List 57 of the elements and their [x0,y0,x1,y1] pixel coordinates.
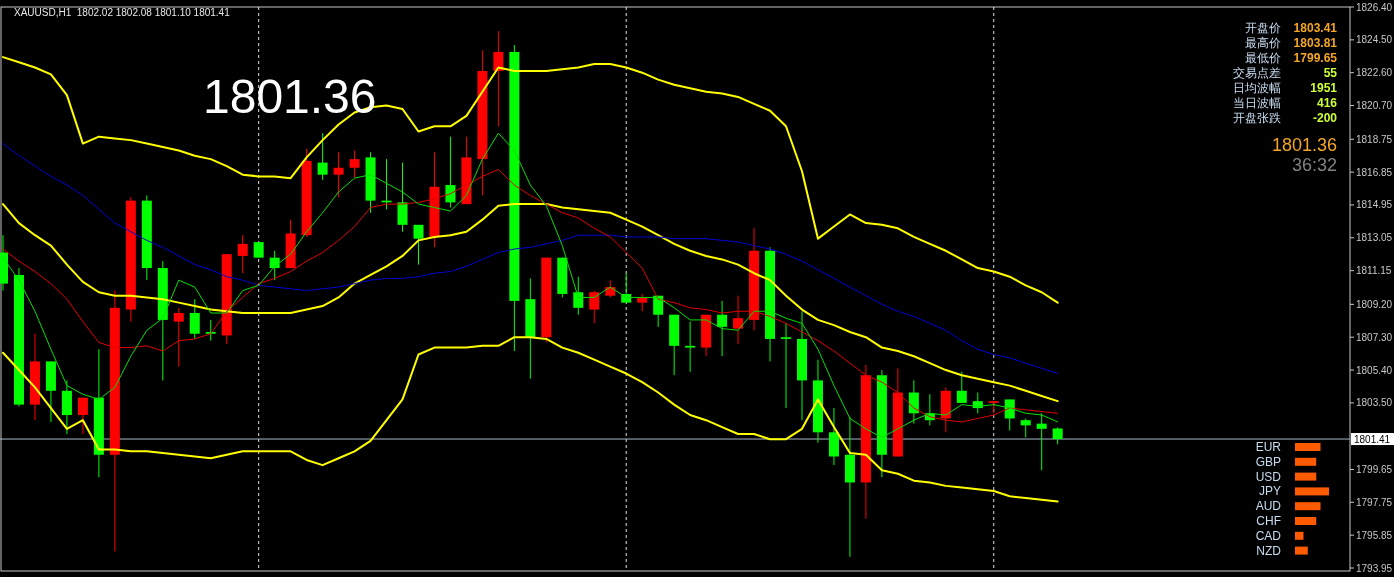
text: 55 [1323,66,1338,80]
bar [1295,531,1304,540]
text: 最高价 [1245,36,1281,50]
y-tick-label: 1820.70 [1356,100,1393,112]
y-tick-label: CAD [1255,528,1282,543]
y-tick-label: 1818.75 [1356,133,1393,145]
annotation: 1801.36 [203,70,377,123]
y-tick-label: 1803.50 [1356,397,1393,409]
line-series [2,336,1059,503]
text: 日均波幅 [1233,81,1281,95]
text: 当日波幅 [1233,96,1281,110]
y-tick-label: 1816.85 [1356,166,1393,178]
y-tick-label: CHF [1256,514,1281,528]
text: 1799.65 [1293,51,1338,65]
line-series [2,203,1059,403]
y-tick-label: 1822.60 [1356,67,1393,79]
ref-line-label: 1801.41 [1354,433,1391,445]
y-tick-label: 1809.20 [1356,298,1393,310]
text: 交易点差 [1233,66,1281,80]
y-tick-label: 1824.50 [1356,34,1393,46]
bar [1295,517,1317,525]
y-tick-label: 1807.30 [1356,331,1393,343]
line-series [2,143,1059,375]
text: 416 [1316,96,1338,110]
y-tick-label: 1811.15 [1356,265,1392,277]
line-series [2,132,1059,438]
text: 1801.36 [1271,135,1337,155]
text: 开盘价 [1245,21,1281,35]
y-tick-label: JPY [1258,484,1281,499]
bar [1295,487,1329,496]
y-tick-label: 1805.40 [1356,364,1393,376]
y-tick-label: GBP [1255,454,1281,469]
chart-title: XAUUSD,H1 1802.02 1802.08 1801.10 1801.41 [14,7,231,18]
bar [1295,546,1308,555]
y-tick-label: AUD [1255,499,1282,514]
bar [1295,443,1321,451]
bar [1295,457,1317,466]
y-tick-label: 1799.65 [1356,463,1393,475]
y-tick-label: 1797.75 [1356,496,1393,508]
text: -200 [1312,111,1338,125]
y-tick-label: 1814.95 [1356,199,1393,211]
text: 1803.41 [1293,21,1338,35]
line-series [2,169,1059,423]
y-tick-label: 1826.40 [1356,1,1393,13]
text: 36:32 [1291,155,1337,175]
bar [1295,472,1317,481]
text: 开盘张跌 [1233,111,1281,125]
y-tick-label: 1813.05 [1356,232,1393,244]
y-tick-label: 1793.95 [1356,562,1393,574]
y-tick-label: USD [1255,469,1282,484]
y-tick-label: EUR [1255,440,1282,454]
text: 1951 [1310,81,1338,95]
text: 最低价 [1245,51,1281,65]
text: 1803.81 [1293,36,1338,50]
bar [1295,502,1321,511]
y-tick-label: NZD [1256,543,1282,558]
y-tick-label: 1795.85 [1356,529,1393,541]
